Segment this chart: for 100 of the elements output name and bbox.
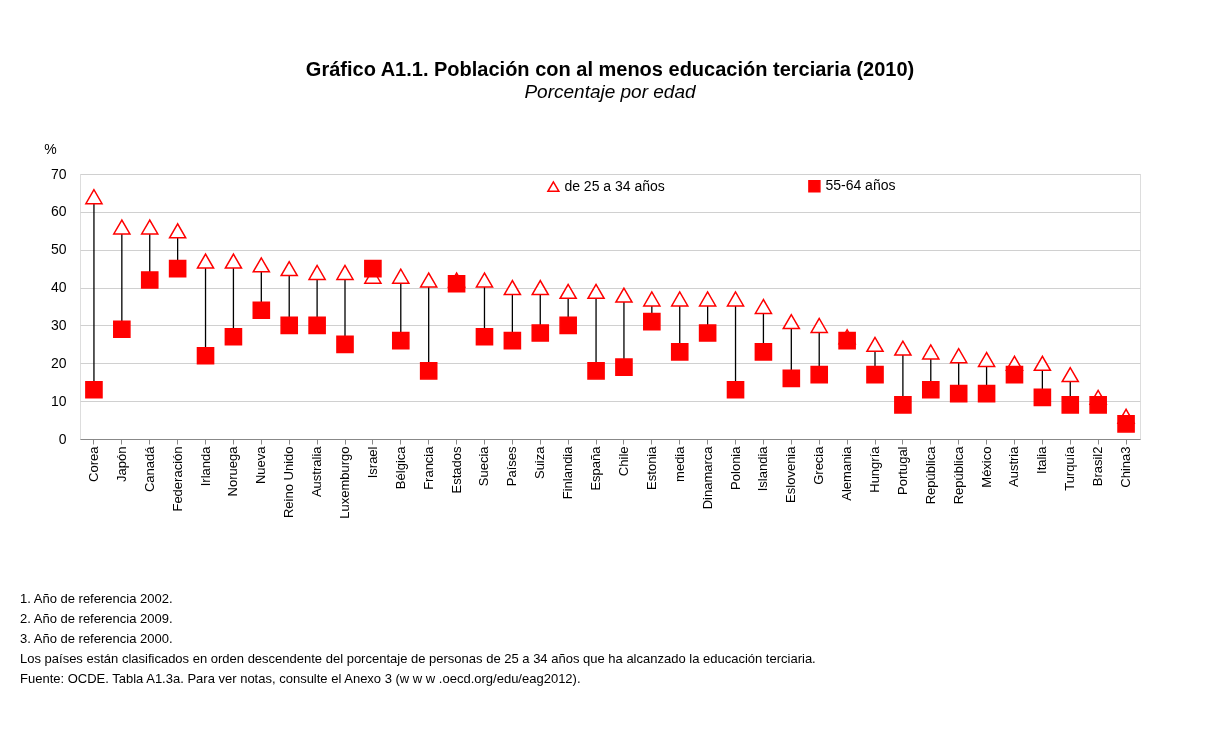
y-tick-label: 70 xyxy=(50,165,67,182)
point xyxy=(140,219,159,235)
y-tick-label: 50 xyxy=(50,241,67,258)
point xyxy=(1005,365,1024,384)
point xyxy=(503,331,522,350)
point xyxy=(308,316,326,335)
point xyxy=(196,346,215,365)
point xyxy=(1061,366,1080,383)
point xyxy=(754,343,773,361)
point xyxy=(1089,396,1107,414)
point xyxy=(447,274,466,293)
x-tick-label: Reino Unido xyxy=(281,446,297,519)
point xyxy=(1033,388,1052,407)
x-tick-label: Federación xyxy=(169,446,185,512)
point xyxy=(85,188,103,205)
chart-subtitle: Porcentaje por edad xyxy=(524,81,697,102)
point xyxy=(280,260,299,277)
point xyxy=(168,223,187,239)
x-tick-label: media xyxy=(671,445,687,482)
point xyxy=(949,384,968,403)
x-tick-label: Japón xyxy=(113,446,129,482)
point xyxy=(391,268,410,284)
point xyxy=(475,272,494,288)
text: 1. Año de referencia 2002. xyxy=(20,591,173,606)
point xyxy=(810,317,829,334)
x-tick-label: Austria xyxy=(1006,445,1022,487)
text: 3. Año de referencia 2000. xyxy=(20,631,173,646)
point xyxy=(615,287,633,303)
x-tick-label: Hungría xyxy=(867,445,882,493)
x-tick-label: Estados xyxy=(448,446,464,494)
x-tick-label: Eslovenia xyxy=(783,445,799,503)
point xyxy=(336,264,354,281)
x-tick-label: Australia xyxy=(309,445,325,498)
point xyxy=(113,219,131,235)
x-tick-label: Islandia xyxy=(755,445,771,492)
point xyxy=(475,327,494,346)
point xyxy=(782,369,801,388)
y-tick-label: 20 xyxy=(50,354,67,371)
x-tick-label: Brasil2 xyxy=(1090,446,1106,487)
point xyxy=(503,279,522,296)
x-tick-label: República xyxy=(950,445,966,505)
point xyxy=(391,331,410,350)
x-tick-label: Turquía xyxy=(1062,445,1078,491)
x-tick-label: China3 xyxy=(1118,446,1134,488)
y-tick-label: 60 xyxy=(50,203,67,220)
point xyxy=(754,298,773,315)
point xyxy=(419,272,438,288)
point xyxy=(643,291,661,307)
point xyxy=(168,259,187,278)
x-tick-label: Polonia xyxy=(727,445,743,490)
y-tick-label: 10 xyxy=(50,392,67,409)
point xyxy=(531,279,550,296)
legend-label: 55-64 años xyxy=(825,177,896,194)
point xyxy=(224,253,243,269)
point xyxy=(726,380,745,399)
point xyxy=(866,336,884,353)
x-tick-label: Canadá xyxy=(141,445,157,493)
y-tick-label: 0 xyxy=(58,430,67,447)
x-tick-label: Italia xyxy=(1034,445,1050,474)
point xyxy=(419,362,438,380)
point xyxy=(1117,415,1135,433)
point xyxy=(698,324,717,342)
point xyxy=(643,312,661,331)
point xyxy=(587,283,605,300)
x-tick-label: España xyxy=(588,445,604,491)
point xyxy=(196,253,215,269)
point xyxy=(1061,396,1080,414)
point xyxy=(1033,355,1052,372)
point xyxy=(810,365,829,384)
x-tick-label: México xyxy=(978,446,994,488)
point xyxy=(949,347,968,364)
x-tick-label: Israel xyxy=(364,446,380,479)
point xyxy=(838,331,856,350)
point xyxy=(894,340,912,356)
x-tick-label: Suecia xyxy=(476,445,492,487)
chart-title: Gráfico A1.1. Población con al menos educación terciaria (2010) xyxy=(305,58,915,80)
x-tick-label: Nueva xyxy=(253,445,269,485)
point xyxy=(977,351,996,368)
point xyxy=(308,264,326,281)
y-tick-label: 40 xyxy=(50,279,67,296)
point xyxy=(336,335,354,354)
point xyxy=(726,291,745,307)
x-tick-label: Suiza xyxy=(532,445,548,480)
x-tick-label: Corea xyxy=(85,445,101,482)
point xyxy=(364,259,382,278)
point xyxy=(782,313,801,330)
point xyxy=(587,362,605,380)
x-tick-label: Chile xyxy=(615,446,631,477)
point xyxy=(977,384,996,403)
x-tick-label: Alemania xyxy=(839,445,855,501)
point xyxy=(252,257,271,273)
point xyxy=(531,324,550,342)
point xyxy=(85,380,103,399)
x-tick-label: Finlandia xyxy=(560,445,576,500)
point xyxy=(224,327,243,346)
x-tick-label: Irlanda xyxy=(197,445,213,487)
point xyxy=(921,380,940,399)
legend-label: de 25 a 34 años xyxy=(564,177,665,194)
text: 2. Año de referencia 2009. xyxy=(20,611,173,626)
point xyxy=(252,301,271,320)
